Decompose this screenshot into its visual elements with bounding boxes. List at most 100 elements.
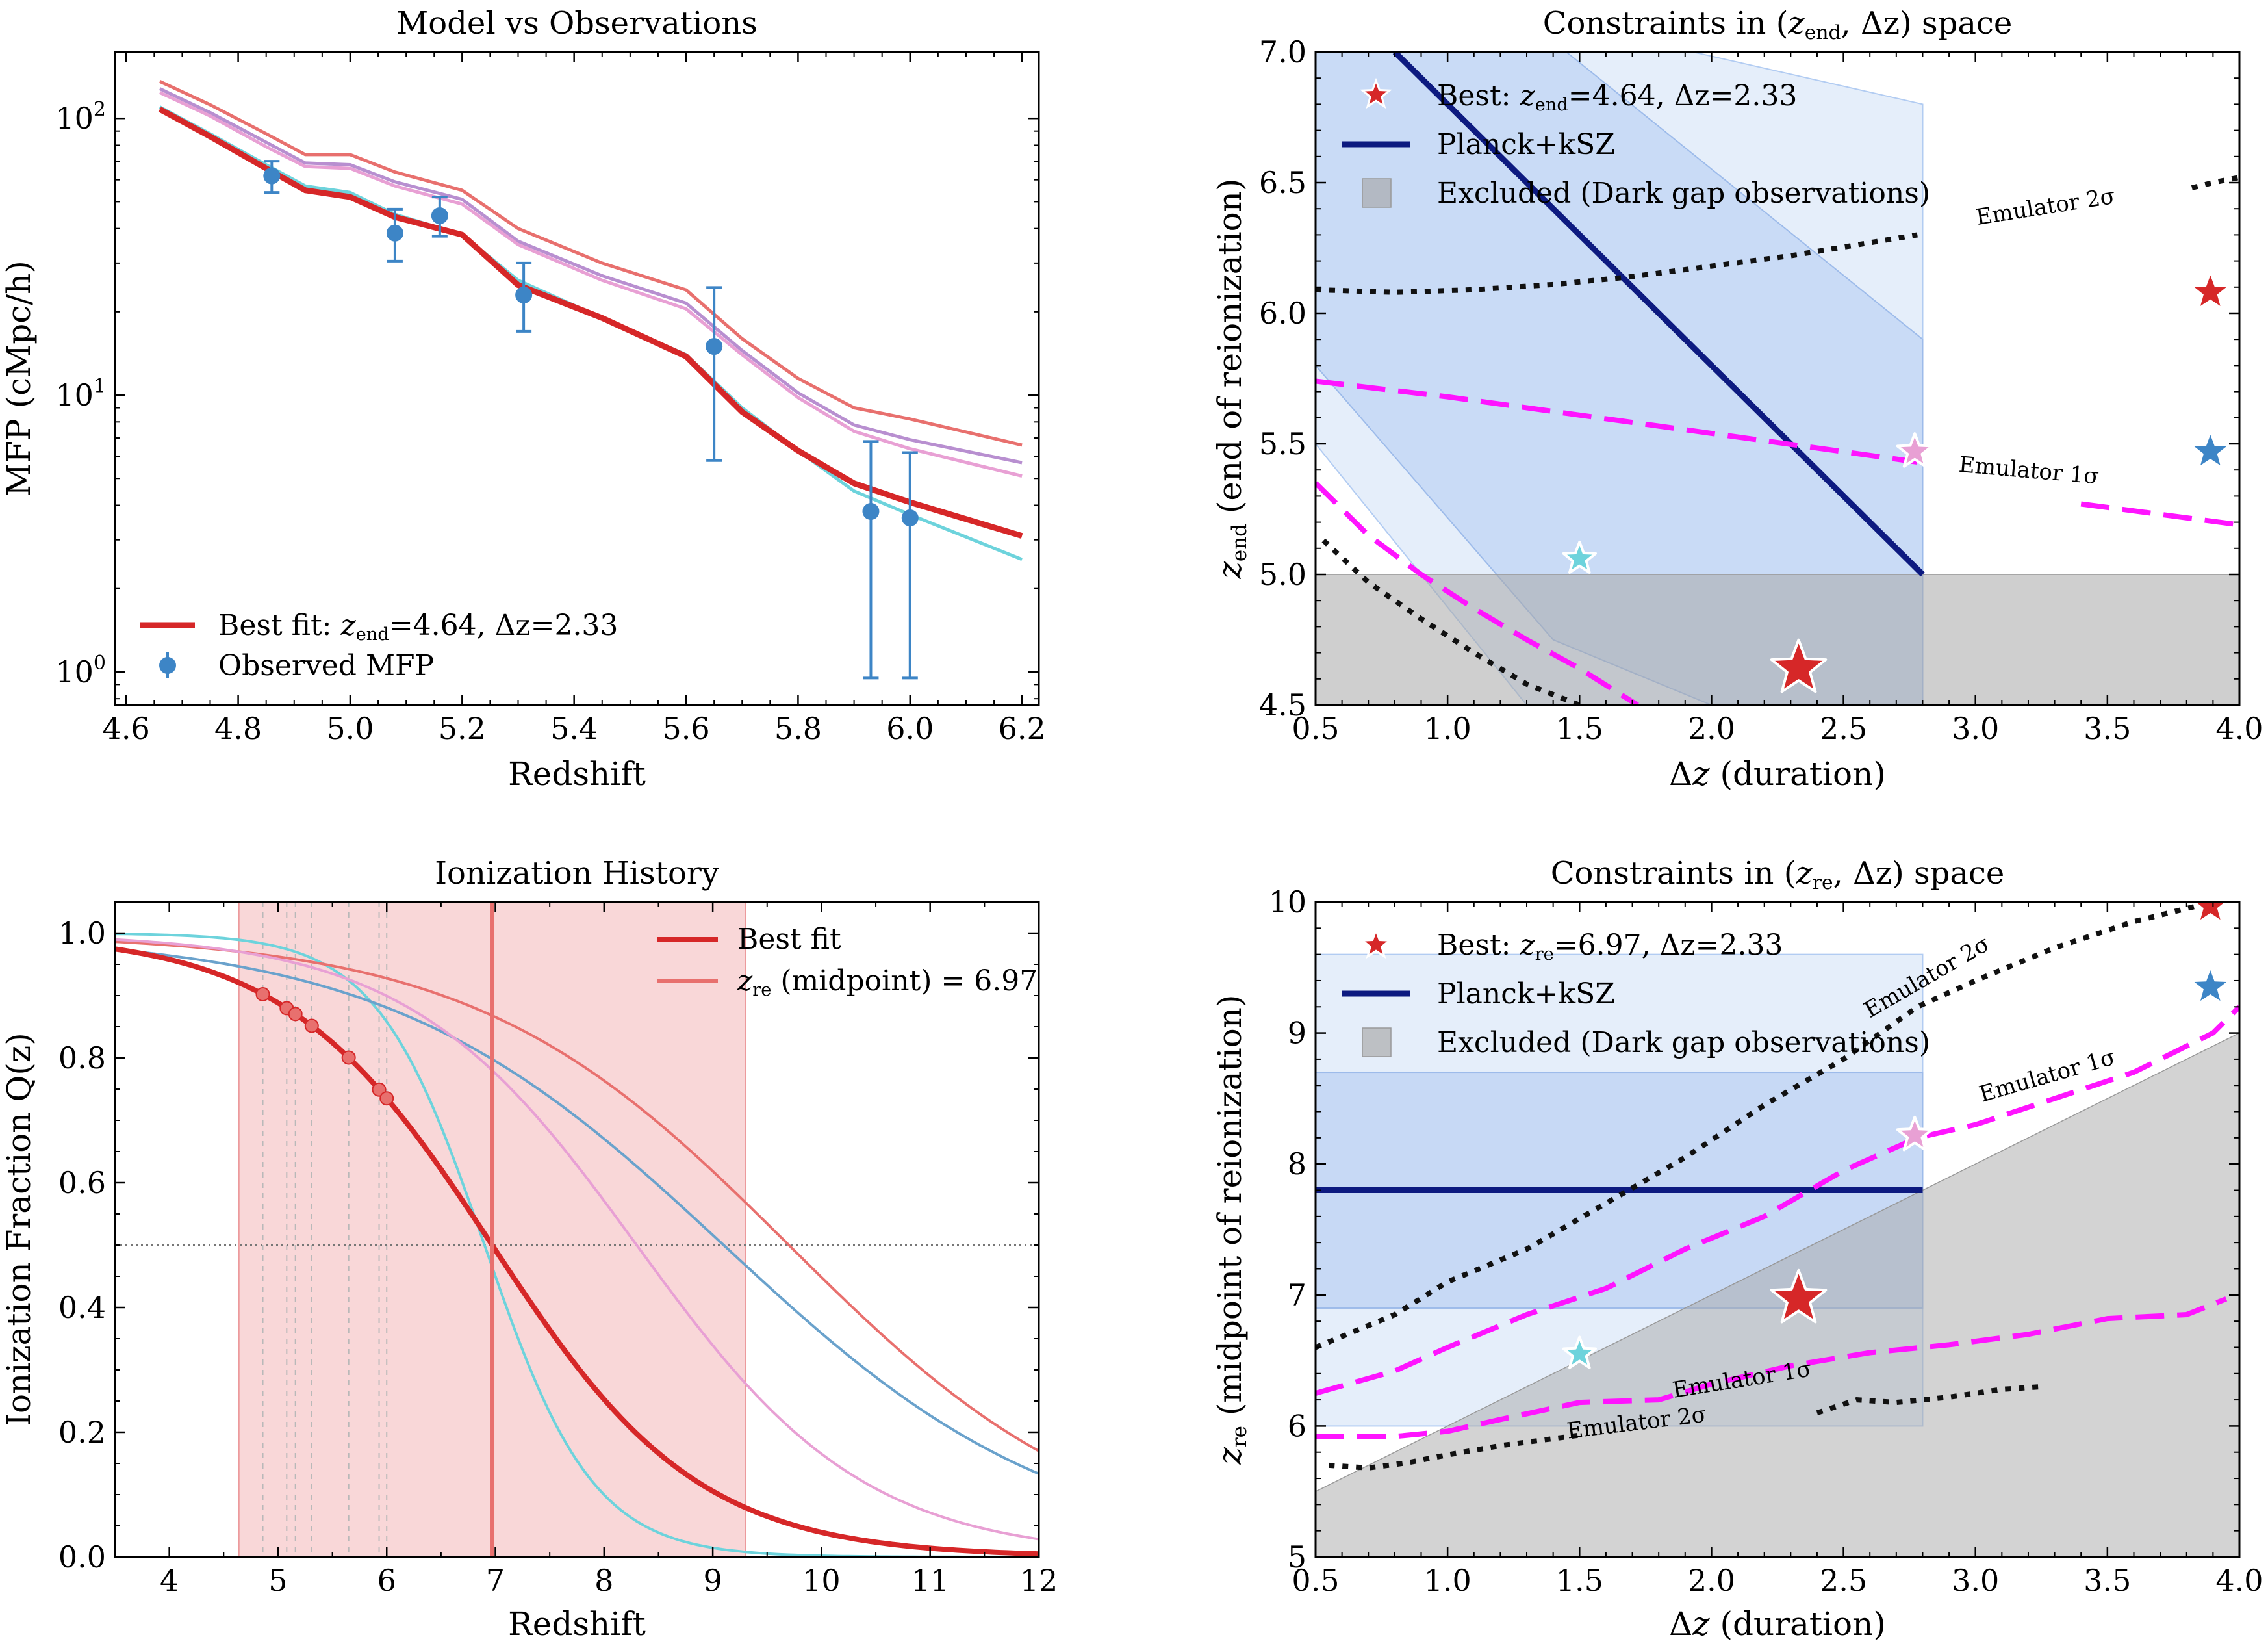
x-tick-label: 9 (703, 1563, 722, 1598)
mfp-series-model-pink (159, 91, 1023, 478)
planck-band-1sigma (1316, 52, 1924, 705)
mfp-series-model-cyan (159, 105, 1023, 561)
x-tick-label: 4.8 (214, 711, 262, 746)
legend-swatch-excluded (1362, 1027, 1392, 1057)
model-star (1896, 1115, 1933, 1152)
legend-swatch-excluded (1362, 178, 1392, 208)
x-tick-label: 4.0 (2215, 711, 2263, 746)
y-tick-label: 7.0 (1259, 34, 1306, 70)
y-tick-label: 8 (1288, 1146, 1306, 1181)
x-axis-label: Redshift (508, 755, 646, 793)
legend-swatch-best (1360, 927, 1392, 959)
legend-label-planck: Planck+kSZ (1437, 128, 1615, 161)
x-tick-label: 3.0 (1952, 1563, 1999, 1598)
x-tick-label: 0.5 (1292, 1563, 1339, 1598)
model-star (2194, 275, 2226, 306)
excluded-region (1316, 574, 2239, 705)
x-tick-label: 2.0 (1688, 711, 1735, 746)
best-fit-marker (288, 1007, 303, 1022)
y-tick-label: 0.2 (58, 1415, 106, 1450)
x-tick-label: 2.0 (1688, 1563, 1735, 1598)
y-axis-label: zre (midpoint of reionization) (1211, 995, 1251, 1465)
x-tick-label: 4.0 (2215, 1563, 2263, 1598)
legend: Best: zend=4.64, Δz=2.33 Planck+kSZ Exclud… (1342, 77, 1930, 210)
y-tick-label: 101 (55, 375, 106, 413)
y-tick-label: 102 (55, 98, 106, 136)
chart-title: Ionization History (435, 855, 719, 892)
x-tick-label: 4 (160, 1563, 179, 1598)
x-tick-label: 1.0 (1424, 711, 1472, 746)
x-tick-label: 5.6 (662, 711, 709, 746)
y-tick-label: 0.0 (58, 1539, 106, 1575)
x-tick-label: 12 (1020, 1563, 1058, 1598)
x-tick-label: 4.6 (103, 711, 150, 746)
chart-title: Constraints in (zend, Δz) space (1543, 5, 2013, 44)
y-tick-label: 5.0 (1259, 557, 1306, 592)
x-tick-label: 2.5 (1820, 1563, 1867, 1598)
legend-label-excluded: Excluded (Dark gap observations) (1437, 1026, 1930, 1059)
observed-point (386, 224, 403, 242)
emulator-1sigma-lower-curve (1316, 1296, 2228, 1439)
legend-label-best: Best: zend=4.64, Δz=2.33 (1437, 79, 1797, 115)
emulator-1sigma-curve-right (2080, 501, 2239, 528)
axes-frame (1314, 901, 2241, 1558)
axes-frame (114, 51, 1040, 706)
y-axis-label: zend (end of reionization) (1211, 179, 1251, 580)
x-tick-label: 6.0 (886, 711, 934, 746)
model-star (1896, 432, 1933, 468)
x-tick-label: 1.5 (1556, 711, 1603, 746)
best-fit-marker (379, 1091, 394, 1106)
model-star (2194, 970, 2226, 1001)
emulator-2sigma-curve (1316, 232, 1918, 295)
observed-point (431, 207, 448, 224)
legend-swatch-observed (159, 657, 176, 674)
x-tick-label: 5.2 (439, 711, 486, 746)
emulator-1sigma-curve (1316, 378, 1918, 465)
emulator-2sigma-lower-curve (1816, 1384, 2042, 1415)
x-tick-label: 6.2 (999, 711, 1046, 746)
legend-swatch-best (1360, 77, 1392, 109)
ionization-series-model-salmon (115, 940, 1039, 1452)
x-tick-label: 7 (486, 1563, 505, 1598)
best-fit-marker (304, 1018, 319, 1033)
x-tick-label: 6 (377, 1563, 396, 1598)
y-tick-label: 6.5 (1259, 165, 1306, 200)
x-tick-label: 3.5 (2083, 711, 2131, 746)
y-tick-label: 5.5 (1259, 426, 1306, 461)
x-tick-label: 5.0 (326, 711, 374, 746)
model-star (1562, 1335, 1597, 1369)
best-fit-marker (341, 1050, 356, 1065)
model-star (2194, 435, 2226, 466)
y-tick-label: 0.4 (58, 1290, 106, 1325)
ionization-series-model-pink (115, 938, 1039, 1541)
x-axis-label: Δz (duration) (1669, 1605, 1886, 1643)
chart-title: Constraints in (zre, Δz) space (1551, 855, 2005, 894)
y-tick-label: 1.0 (58, 916, 106, 951)
x-tick-label: 11 (911, 1563, 949, 1598)
x-tick-label: 8 (594, 1563, 613, 1598)
x-tick-label: 3.5 (2083, 1563, 2131, 1598)
legend-label-best: Best: zre=6.97, Δz=2.33 (1437, 929, 1783, 964)
model-star (1770, 1268, 1828, 1324)
x-tick-label: 5 (268, 1563, 287, 1598)
observed-point (706, 338, 723, 355)
chart-title: Model vs Observations (396, 5, 758, 42)
legend: Best fit: zend=4.64, Δz=2.33 Observed MFP (140, 609, 618, 682)
x-axis-label: Redshift (508, 1605, 646, 1643)
y-tick-label: 6 (1288, 1408, 1306, 1443)
y-tick-label: 4.5 (1259, 688, 1306, 723)
y-tick-label: 100 (55, 652, 106, 689)
observed-point (901, 509, 919, 526)
x-tick-label: 0.5 (1292, 711, 1339, 746)
axes-frame (114, 901, 1040, 1558)
x-tick-label: 5.8 (774, 711, 822, 746)
ionization-series-model-blue (115, 948, 1039, 1475)
legend: Best fit zre (midpoint) = 6.97 (657, 923, 1038, 1000)
y-axis-label: MFP (cMpc/h) (0, 261, 38, 496)
x-tick-label: 1.5 (1556, 1563, 1603, 1598)
legend-label-midpoint: zre (midpoint) = 6.97 (737, 964, 1038, 1000)
y-tick-label: 10 (1268, 884, 1306, 920)
axes-frame (1314, 51, 2241, 706)
